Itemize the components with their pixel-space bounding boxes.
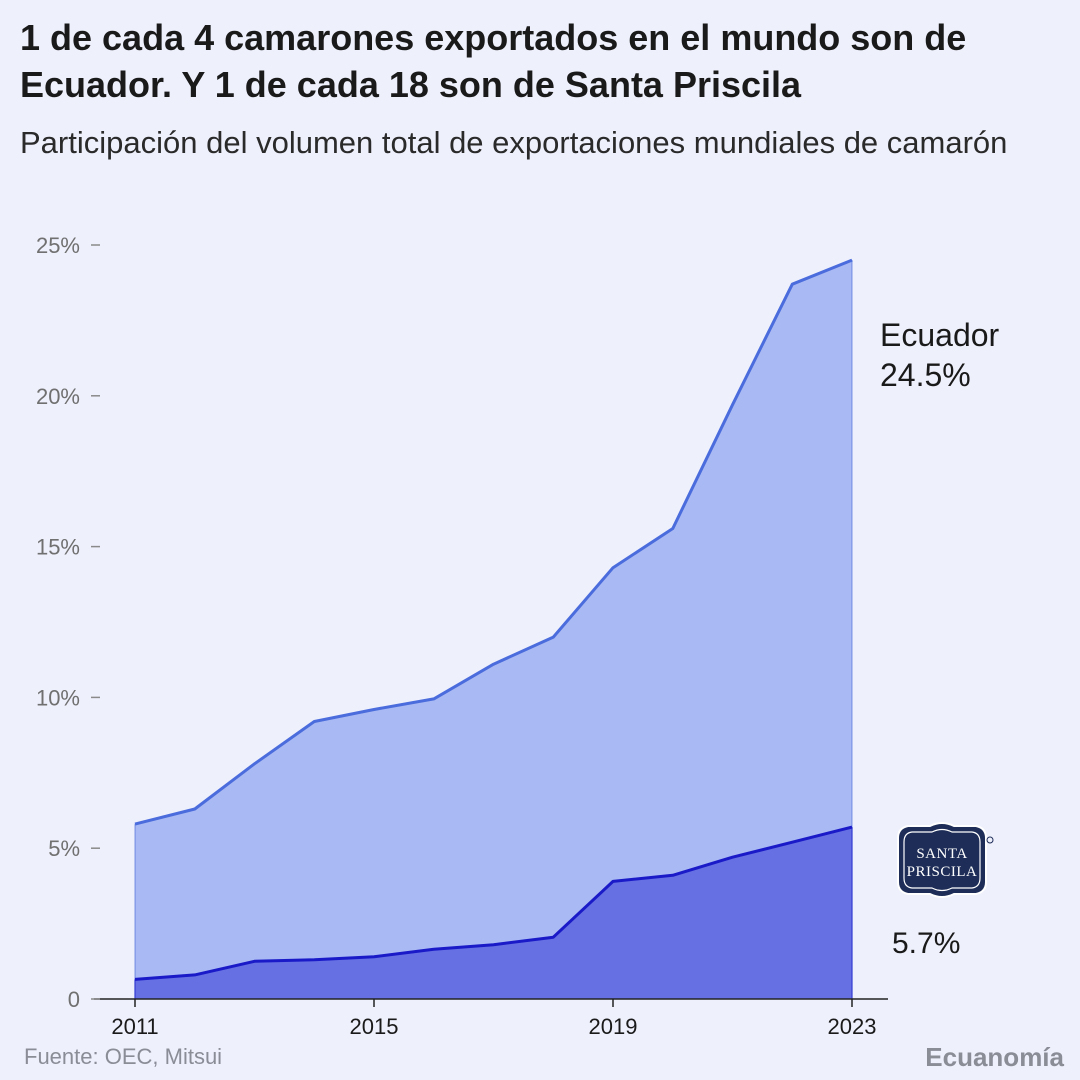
series-value-santa-priscila: 5.7% [892, 927, 960, 960]
y-tick-label: 10% [36, 685, 80, 710]
area-santa-priscila [135, 827, 852, 999]
logo-text-line-1: SANTA [916, 846, 967, 862]
x-tick-label: 2023 [828, 1014, 877, 1039]
x-tick-label: 2011 [111, 1014, 158, 1039]
y-tick-label: 15% [36, 535, 80, 560]
series-value-ecuador: 24.5% [880, 357, 971, 393]
source-note: Fuente: OEC, Mitsui [24, 1044, 223, 1069]
brand-logo-text: Ecuanomía [925, 1042, 1064, 1072]
santa-priscila-logo [897, 822, 987, 898]
area-ecuador [135, 260, 852, 1000]
registered-mark-icon [986, 836, 994, 844]
series-label-ecuador: Ecuador [880, 317, 1000, 353]
chart-title: 1 de cada 4 camarones exportados en el m… [20, 17, 967, 105]
y-tick-label: 25% [36, 233, 80, 258]
x-tick-label: 2019 [589, 1014, 638, 1039]
logo-text-line-2: PRISCILA [907, 864, 978, 880]
santa-priscila-logo-border [903, 828, 981, 892]
y-tick-label: 0 [68, 987, 80, 1012]
x-tick-label: 2015 [350, 1014, 399, 1039]
y-tick-label: 20% [36, 384, 80, 409]
chart-subtitle: Participación del volumen total de expor… [20, 125, 1008, 160]
line-ecuador [134, 258, 853, 826]
y-tick-label: 5% [48, 836, 80, 861]
line-santa-priscila [134, 825, 853, 981]
